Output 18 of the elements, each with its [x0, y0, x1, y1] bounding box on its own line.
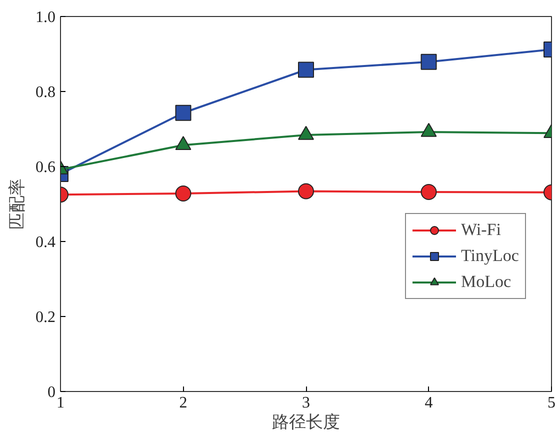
legend-label: MoLoc — [461, 272, 512, 292]
y-tick-label: 0.8 — [36, 84, 56, 101]
point — [298, 183, 314, 200]
y-tick-label: 1.0 — [36, 9, 56, 26]
y-tick-label: 0 — [48, 384, 56, 401]
x-tick-label: 2 — [179, 394, 188, 412]
y-tick-label: 0.2 — [36, 309, 56, 326]
y-axis-title: 匹配率 — [8, 178, 28, 230]
x-tick-label: 3 — [302, 394, 310, 412]
x-axis-title: 路径长度 — [272, 412, 340, 432]
y-tick-label: 0.4 — [36, 234, 56, 251]
x-tick-label: 5 — [548, 394, 556, 412]
legend-label: TinyLoc — [461, 246, 519, 266]
x-tick-label: 1 — [56, 394, 64, 412]
point — [298, 62, 314, 78]
x-tick-label: 4 — [424, 394, 433, 412]
y-tick-label: 0.6 — [36, 159, 56, 176]
legend-label: Wi-Fi — [461, 220, 501, 240]
